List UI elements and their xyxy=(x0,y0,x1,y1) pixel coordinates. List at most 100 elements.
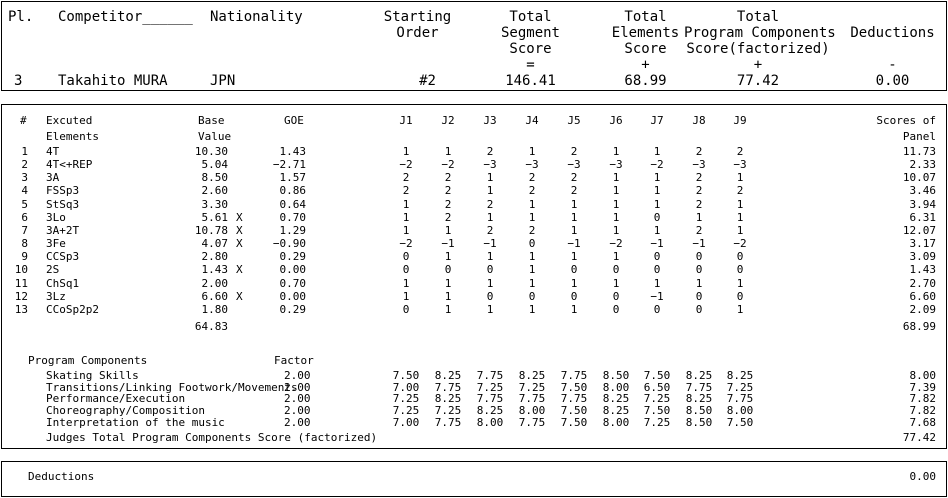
judge-mark: −2 xyxy=(399,158,413,172)
element-number: 13 xyxy=(14,302,28,316)
goe-value: −0.90 xyxy=(272,237,306,251)
goe-value: 0.00 xyxy=(279,289,307,303)
judge-component-mark: 8.50 xyxy=(685,404,713,418)
panel-score: 2.09 xyxy=(909,302,937,316)
judge-mark: 1 xyxy=(444,223,452,237)
element-number: 2 xyxy=(21,158,28,172)
judge-component-mark: 7.25 xyxy=(518,380,546,394)
judge-component-mark: 8.00 xyxy=(602,380,630,394)
judge-component-mark: 7.50 xyxy=(560,380,588,394)
elements-score-total: 68.99 xyxy=(902,320,936,333)
component-name: Transitions/Linking Footwork/Movements xyxy=(46,380,298,394)
judge-component-mark: 6.50 xyxy=(643,380,671,394)
element-name: 4T<+REP xyxy=(46,158,93,172)
judge-mark: 1 xyxy=(570,276,578,290)
judge-mark: 0 xyxy=(695,263,703,277)
element-number: 7 xyxy=(21,223,28,237)
judge-mark: 2 xyxy=(528,171,536,185)
base-value: 5.04 xyxy=(201,158,229,172)
component-score: 7.82 xyxy=(909,404,937,418)
judge-mark: −2 xyxy=(650,158,664,172)
judge-component-mark: 8.00 xyxy=(602,415,630,429)
judge-mark: 1 xyxy=(695,210,703,224)
judge-component-mark: 8.50 xyxy=(685,415,713,429)
judge-component-mark: 7.75 xyxy=(434,415,462,429)
judge-mark: −2 xyxy=(441,158,455,172)
base-value: 6.60 xyxy=(201,289,229,303)
component-factor: 2.00 xyxy=(284,415,311,429)
judge-mark: 0 xyxy=(695,250,703,264)
judge-component-mark: 7.25 xyxy=(726,380,754,394)
judge-mark: −1 xyxy=(441,237,455,251)
place-value: 3 xyxy=(14,73,23,89)
judge-component-mark: 8.25 xyxy=(434,392,462,406)
judge-mark: 1 xyxy=(695,276,703,290)
judge-component-mark: 7.75 xyxy=(476,369,504,382)
base-value: 10.78 xyxy=(194,223,228,237)
col-scores-header-1: Scores of xyxy=(876,114,936,127)
judge-mark: 1 xyxy=(528,145,536,158)
judge-mark: 1 xyxy=(528,210,536,224)
col-total-elements-header-1: Total xyxy=(624,9,667,25)
component-factor: 2.00 xyxy=(284,404,311,418)
late-bonus-mark: X xyxy=(236,223,243,237)
judge-mark: 0 xyxy=(402,263,410,277)
goe-value: 0.86 xyxy=(279,184,307,198)
panel-score: 3.46 xyxy=(909,184,937,198)
judge-mark: 1 xyxy=(444,250,452,264)
total-pcs-value: 77.42 xyxy=(736,73,780,89)
judge-mark: −3 xyxy=(692,158,706,172)
col-total-elements-header-3: Score xyxy=(624,41,667,57)
element-name: StSq3 xyxy=(46,197,80,211)
judge-mark: 1 xyxy=(612,223,620,237)
judge-mark: 0 xyxy=(612,263,620,277)
col-total-pcs-header-1: Total xyxy=(736,9,780,25)
judge-mark: 2 xyxy=(570,171,578,185)
judge-mark: 1 xyxy=(444,289,452,303)
judge-component-mark: 7.25 xyxy=(476,380,504,394)
goe-value: 0.70 xyxy=(279,276,307,290)
judge-mark: 1 xyxy=(653,171,661,185)
col-num-header: # xyxy=(20,114,27,127)
panel-score: 12.07 xyxy=(902,223,936,237)
col-goe-header: GOE xyxy=(284,114,304,127)
judge-mark: 1 xyxy=(736,276,744,290)
deductions-value: 0.00 xyxy=(875,73,910,89)
judge-mark: −2 xyxy=(733,237,747,251)
judge-mark: −1 xyxy=(567,237,581,251)
col-deductions-header-2: - xyxy=(888,57,897,73)
judge-component-mark: 7.25 xyxy=(643,415,671,429)
base-value: 10.30 xyxy=(194,145,228,158)
judge-mark: −1 xyxy=(483,237,497,251)
judge-mark: −1 xyxy=(650,237,664,251)
col-nationality-header: Nationality xyxy=(210,9,303,25)
judge-mark: 2 xyxy=(486,145,494,158)
col-total-segment-header-1: Total xyxy=(509,9,552,25)
judge-mark: 1 xyxy=(528,276,536,290)
component-score: 7.39 xyxy=(909,380,937,394)
col-starting-order-header-2: Order xyxy=(396,25,439,41)
col-total-segment-header-3: Score xyxy=(509,41,552,57)
total-segment-score-value: 146.41 xyxy=(505,73,556,89)
judge-mark: 2 xyxy=(695,223,703,237)
judge-component-mark: 7.00 xyxy=(392,380,420,394)
judge-component-mark: 7.75 xyxy=(685,380,713,394)
panel-score: 6.31 xyxy=(909,210,937,224)
judge-component-mark: 7.75 xyxy=(518,415,546,429)
judge-component-mark: 7.50 xyxy=(643,404,671,418)
element-name: FSSp3 xyxy=(46,184,80,198)
judge-mark: 0 xyxy=(653,263,661,277)
col-total-pcs-header-4: + xyxy=(753,57,763,73)
judge-mark: 0 xyxy=(486,289,494,303)
element-number: 8 xyxy=(21,237,28,251)
col-total-pcs-header-3: Score(factorized) xyxy=(686,41,830,57)
goe-value: 0.29 xyxy=(279,250,307,264)
judge-component-mark: 7.75 xyxy=(560,369,588,382)
element-number: 9 xyxy=(21,250,28,264)
judge-component-mark: 8.25 xyxy=(685,369,713,382)
judge-mark: 2 xyxy=(528,184,536,198)
judge-mark: 1 xyxy=(612,171,620,185)
base-value: 2.80 xyxy=(201,250,229,264)
col-total-pcs-header-2: Program Components xyxy=(684,25,836,41)
col-total-segment-header-4: = xyxy=(526,57,535,73)
